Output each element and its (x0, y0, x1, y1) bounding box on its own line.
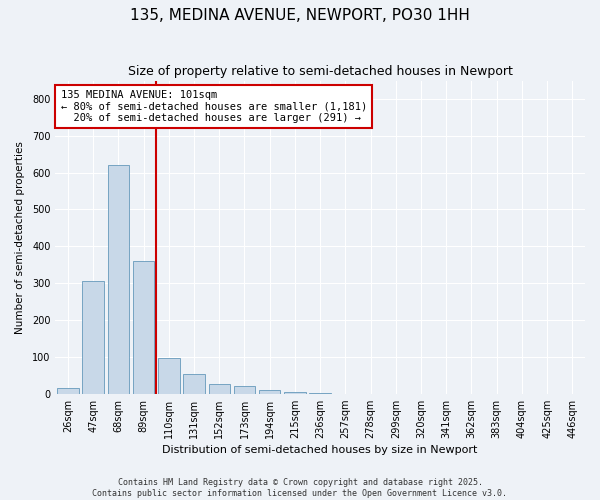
Text: 135, MEDINA AVENUE, NEWPORT, PO30 1HH: 135, MEDINA AVENUE, NEWPORT, PO30 1HH (130, 8, 470, 22)
Bar (133, 261, 154, 394)
Bar (234, 386, 255, 394)
Bar (57, 388, 79, 394)
Bar (107, 166, 129, 394)
Bar (259, 390, 280, 394)
Y-axis label: Number of semi-detached properties: Number of semi-detached properties (15, 140, 25, 334)
Bar (184, 374, 205, 394)
X-axis label: Distribution of semi-detached houses by size in Newport: Distribution of semi-detached houses by … (163, 445, 478, 455)
Text: 135 MEDINA AVENUE: 101sqm
← 80% of semi-detached houses are smaller (1,181)
  20: 135 MEDINA AVENUE: 101sqm ← 80% of semi-… (61, 90, 367, 123)
Bar (284, 392, 305, 394)
Bar (158, 358, 179, 394)
Bar (82, 282, 104, 394)
Title: Size of property relative to semi-detached houses in Newport: Size of property relative to semi-detach… (128, 65, 512, 78)
Text: Contains HM Land Registry data © Crown copyright and database right 2025.
Contai: Contains HM Land Registry data © Crown c… (92, 478, 508, 498)
Bar (209, 384, 230, 394)
